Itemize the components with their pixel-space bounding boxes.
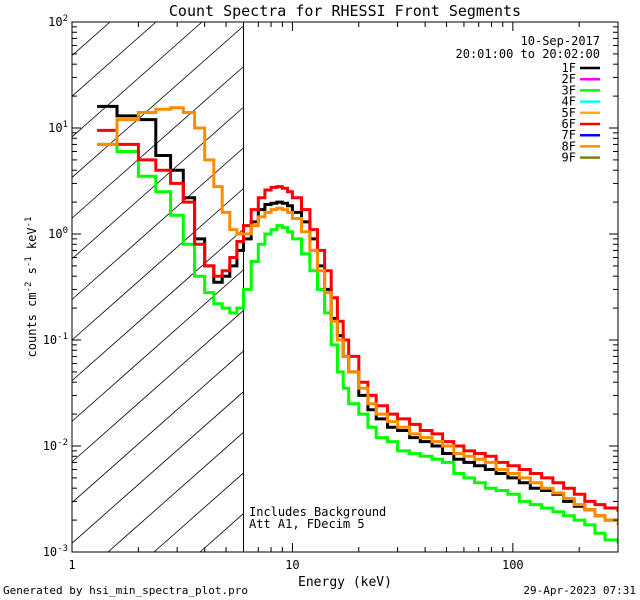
- annotation-attenuator: Att A1, FDecim 5: [249, 517, 365, 531]
- hatch-line: [72, 66, 244, 219]
- y-label-exp-2: -1: [24, 256, 34, 267]
- legend-label-8f: 8F: [562, 139, 576, 153]
- y-tick-label: 102: [48, 14, 68, 29]
- series-line-1f: [97, 104, 618, 525]
- y-label-mid-1: s: [25, 267, 39, 281]
- footer-generated-by: Generated by hsi_min_spectra_plot.pro: [3, 584, 248, 597]
- y-tick-label: 101: [48, 120, 68, 135]
- hatch-line: [72, 350, 244, 504]
- hatch-line: [107, 431, 244, 552]
- legend-label-1f: 1F: [562, 61, 576, 75]
- hatch-line: [72, 147, 244, 300]
- y-tick-label: 100: [48, 226, 68, 241]
- y-tick-label: 10-3: [43, 544, 68, 559]
- legend-label-2f: 2F: [562, 72, 576, 86]
- x-tick-label: 10: [285, 558, 299, 572]
- hatch-line: [72, 106, 244, 260]
- hatch-line: [72, 187, 244, 341]
- y-tick-label: 10-1: [43, 332, 68, 347]
- x-axis-label: Energy (keV): [298, 575, 392, 590]
- plot-frame: [71, 21, 619, 553]
- hatch-line: [72, 228, 244, 382]
- hatch-line: [72, 22, 111, 57]
- y-axis-ticks: 10-3 10-2 10-1 100 101 102: [43, 14, 618, 559]
- annotation-background: Includes Background: [249, 505, 386, 519]
- legend-label-6f: 6F: [562, 117, 576, 131]
- series-line-8f: [97, 106, 618, 525]
- legend-label-7f: 7F: [562, 128, 576, 142]
- hatch-line: [72, 22, 203, 138]
- footer-timestamp: 29-Apr-2023 07:31: [523, 584, 636, 597]
- x-tick-label: 100: [502, 558, 524, 572]
- background-hatched-region: [0, 22, 244, 552]
- legend-label-5f: 5F: [562, 106, 576, 120]
- y-label-exp-1: -2: [24, 282, 34, 293]
- spectra-series: [97, 104, 618, 544]
- date-label: 10-Sep-2017: [521, 34, 600, 48]
- y-label-mid-2: keV: [25, 227, 39, 256]
- series-line-6f: [97, 128, 618, 512]
- legend-label-4f: 4F: [562, 95, 576, 109]
- x-axis-ticks: 1 10 100: [68, 22, 619, 572]
- y-axis-label: counts cm-2 s-1 keV-1: [24, 217, 39, 358]
- hatch-line: [0, 22, 18, 552]
- legend-label-3f: 3F: [562, 83, 576, 97]
- time-range-label: 20:01:00 to 20:02:00: [456, 47, 601, 61]
- y-label-base: counts cm: [25, 292, 39, 357]
- y-tick-label: 10-2: [43, 438, 68, 453]
- series-line-3f: [97, 142, 618, 544]
- hatch-line: [72, 391, 244, 544]
- y-label-exp-3: -1: [24, 217, 34, 228]
- hatch-line: [72, 269, 244, 422]
- legend-label-9f: 9F: [562, 151, 576, 165]
- chart-title: Count Spectra for RHESSI Front Segments: [169, 2, 521, 20]
- x-tick-label: 1: [68, 558, 75, 572]
- hatch-line: [72, 25, 244, 179]
